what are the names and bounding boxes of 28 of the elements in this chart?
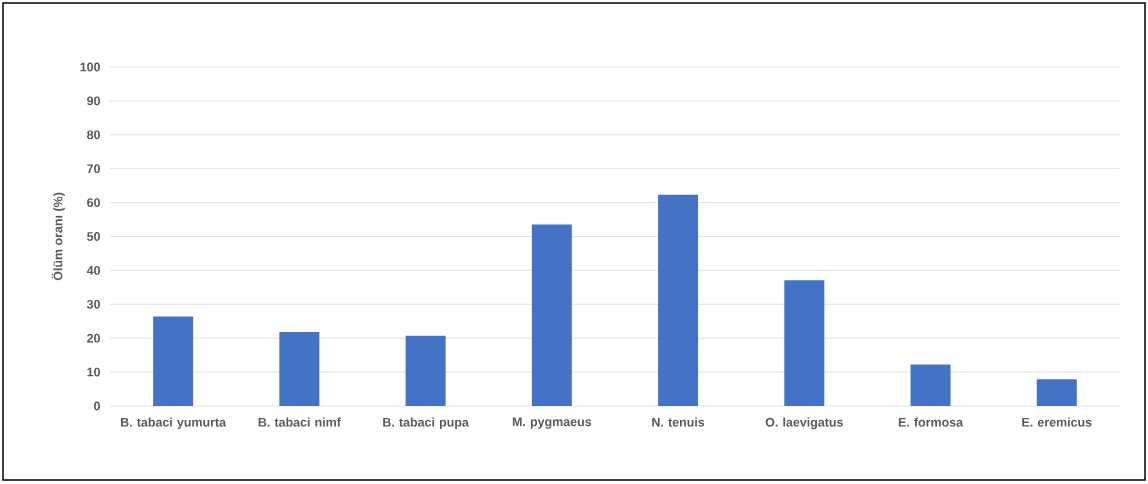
x-tick-label: B. tabaci pupa [383, 417, 469, 430]
y-tick-label: 10 [87, 367, 100, 377]
y-tick-label: 80 [87, 130, 100, 140]
y-axis-title: Ölüm oranı (%) [51, 192, 65, 281]
x-tick-label: O. laevigatus [765, 417, 843, 430]
y-tick-label: 30 [86, 299, 100, 309]
y-tick-label: 70 [87, 164, 100, 174]
x-tick-label: E. eremicus [1022, 417, 1092, 427]
bar [531, 224, 572, 406]
y-tick-label: 100 [80, 62, 100, 72]
y-tick-label: 90 [87, 96, 100, 106]
y-tick-label: 20 [87, 333, 100, 343]
bar [153, 316, 194, 406]
y-tick-label: 40 [86, 265, 100, 275]
bar [658, 194, 699, 406]
x-tick-label: B. tabaci nimf [258, 417, 341, 427]
bar [405, 335, 446, 406]
x-tick-label: N. tenuis [652, 417, 705, 427]
bar [1036, 379, 1077, 406]
x-tick-label: E. formosa [898, 417, 964, 427]
bar [279, 332, 320, 406]
bar [784, 280, 825, 406]
bar [910, 364, 951, 406]
x-tick-label: B. tabaci yumurta [121, 417, 227, 430]
y-tick-label: 50 [87, 232, 100, 241]
y-tick-label: 0 [94, 401, 100, 411]
x-tick-label: M. pygmaeus [512, 417, 592, 429]
y-tick-label: 60 [87, 198, 100, 207]
